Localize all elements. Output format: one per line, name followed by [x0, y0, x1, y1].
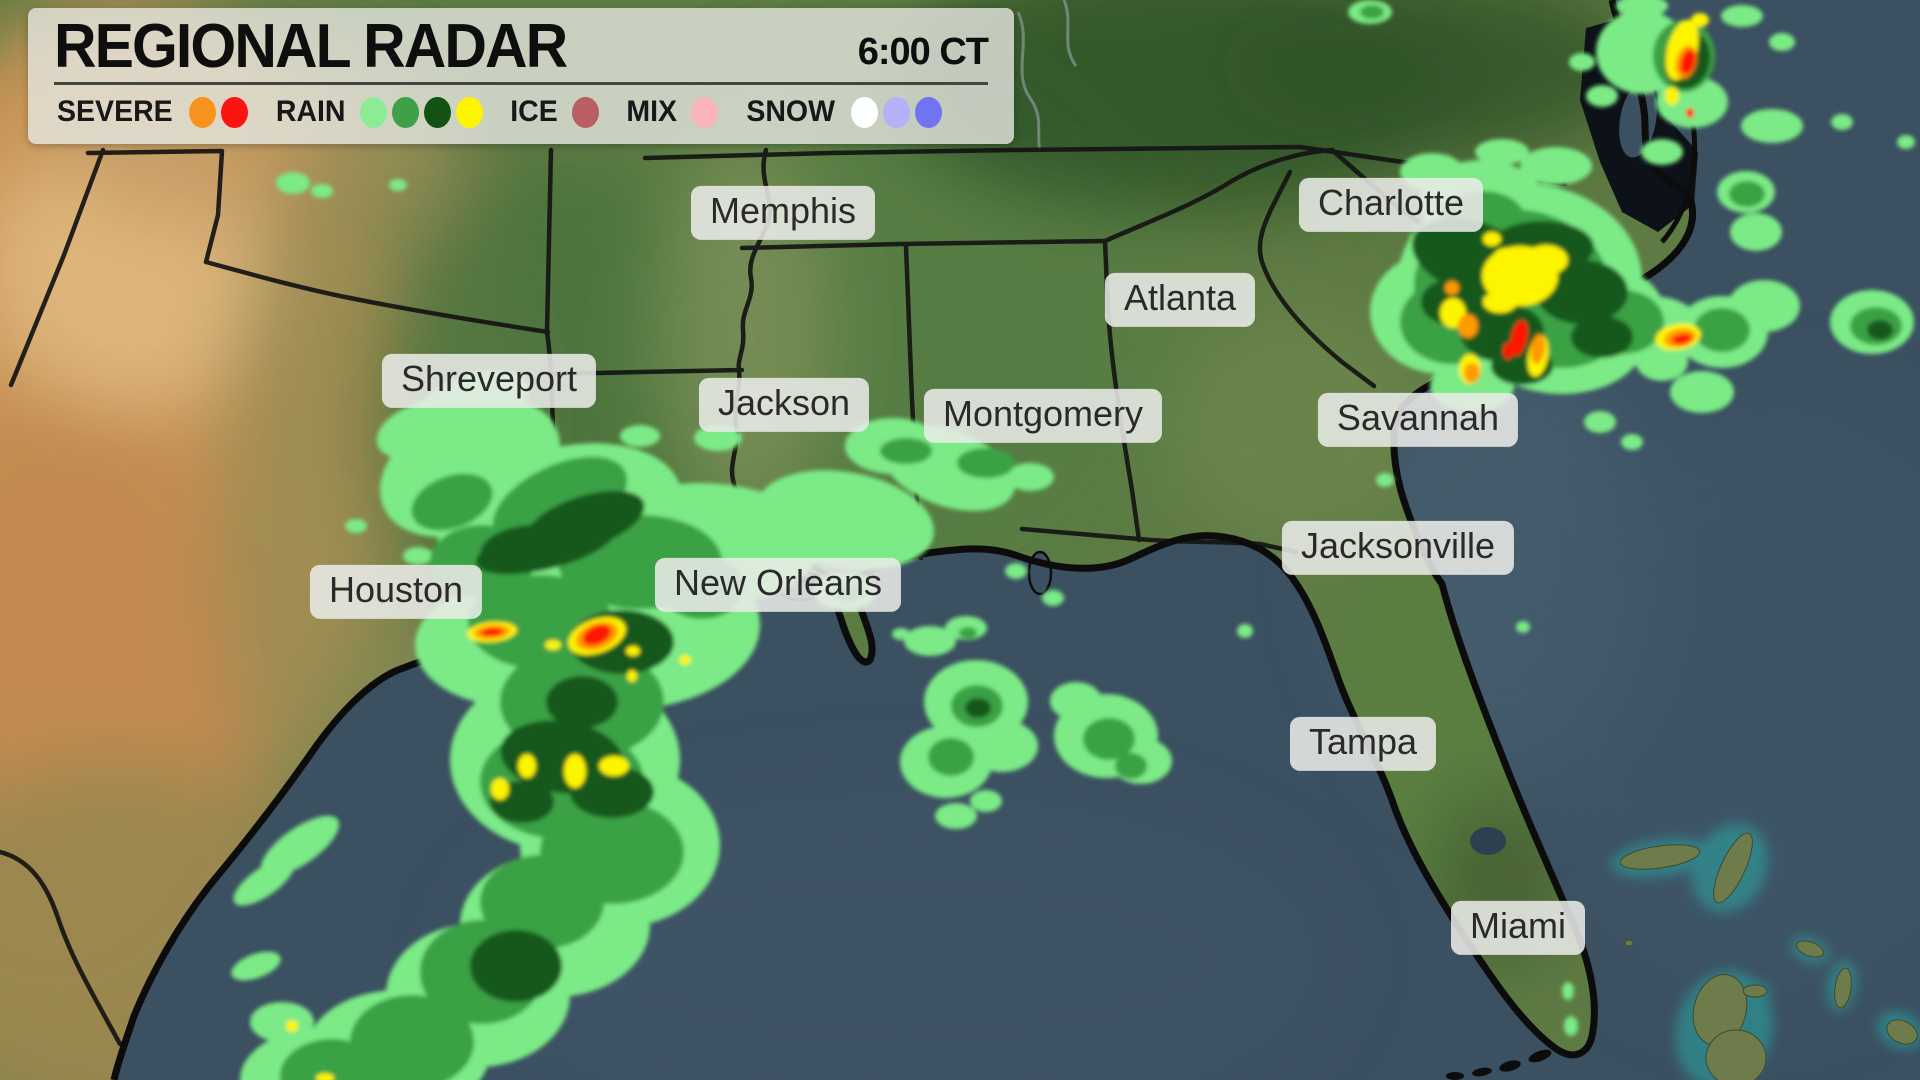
legend-color-dot	[360, 96, 388, 128]
legend-color-dot	[914, 96, 942, 128]
legend-group-severe: SEVERE	[54, 95, 248, 129]
legend-dots	[850, 96, 942, 128]
legend-group-snow: SNOW	[744, 95, 942, 129]
legend-color-dot	[850, 96, 878, 128]
legend-color-dot	[691, 96, 719, 128]
legend-color-dot	[456, 96, 484, 128]
legend-dots	[691, 96, 719, 128]
legend-color-dot	[572, 96, 600, 128]
legend-row: SEVERE RAIN ICE MIX SNOW	[54, 94, 988, 130]
header-panel: REGIONAL RADAR 6:00 CT SEVERE RAIN ICE MIX S…	[28, 8, 1014, 144]
timestamp: 6:00 CT	[857, 31, 989, 73]
legend-group-mix: MIX	[625, 95, 719, 129]
legend-label: SEVERE	[57, 95, 173, 128]
legend-dots	[572, 96, 600, 128]
legend-color-dot	[882, 96, 910, 128]
rivers	[1016, 0, 1078, 153]
page-title: REGIONAL RADAR	[54, 12, 568, 81]
legend-group-ice: ICE	[509, 95, 600, 129]
legend-color-dot	[392, 96, 420, 128]
legend-label: ICE	[510, 95, 558, 128]
legend-color-dot	[220, 96, 248, 128]
header-divider	[54, 82, 988, 85]
legend-group-rain: RAIN	[274, 95, 484, 129]
rio-grande	[0, 849, 123, 1047]
lake-okeechobee	[1470, 827, 1506, 855]
legend-color-dot	[188, 96, 216, 128]
legend-color-dot	[424, 96, 452, 128]
bahamas-islands	[1610, 823, 1920, 1080]
radar-layer	[231, 0, 1915, 1080]
legend-label: MIX	[626, 95, 678, 128]
legend-label: SNOW	[746, 95, 836, 128]
legend-dots	[360, 96, 484, 128]
legend-dots	[188, 96, 248, 128]
florida-keys	[1446, 1049, 1552, 1080]
radar-severe-red	[481, 49, 1696, 646]
legend-label: RAIN	[275, 95, 346, 128]
